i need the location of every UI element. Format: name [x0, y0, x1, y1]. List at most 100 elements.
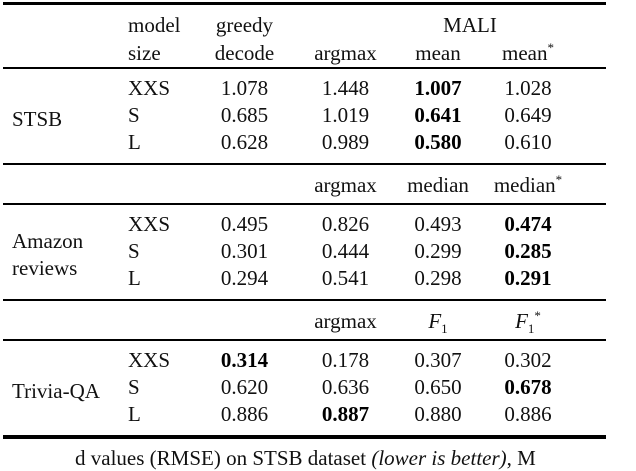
value-cell: 0.294 [220, 266, 269, 290]
subheader-median-label: median [393, 163, 483, 205]
value-cell: 0.610 [504, 130, 552, 154]
table-row: Trivia-QA XXS 0.314 0.178 0.307 0.302 [3, 340, 606, 403]
empty-cell [573, 204, 606, 300]
value-cell: 0.299 [414, 239, 462, 263]
value-cell: 0.636 [321, 375, 370, 399]
value-cell: 0.886 [220, 402, 269, 426]
table-row: L 0.628 0.989 0.580 0.610 [3, 129, 606, 164]
header-mean-star: mean* [483, 40, 574, 69]
table-row: L 0.294 0.541 0.298 0.291 [3, 265, 606, 300]
subheader-median-star: median* [483, 163, 574, 205]
table-row: L 0.886 0.887 0.880 0.886 [3, 401, 606, 437]
table-row: STSB XXS 1.078 1.448 1.007 1.028 [3, 68, 606, 131]
subheader-row: argmax F1 F1* [3, 299, 607, 341]
header-row-1: model greedy MALI [3, 3, 607, 69]
value-cell: 1.028 [504, 76, 552, 100]
model-size-cell: XXS [128, 348, 171, 372]
header-group-mali: MALI [443, 13, 497, 37]
asterisk-superscript: * [534, 308, 541, 323]
value-cell-best: 0.641 [414, 103, 462, 127]
value-cell: 0.685 [220, 103, 269, 127]
value-cell: 1.019 [321, 103, 370, 127]
model-size-cell: L [128, 130, 141, 154]
f1-subscript: 1 [527, 321, 535, 337]
empty-cell [3, 299, 121, 341]
empty-cell [121, 299, 191, 341]
value-cell-best: 0.580 [414, 130, 462, 154]
section-amazon-reviews: Amazon reviews XXS 0.495 0.826 0.493 0.4… [3, 204, 606, 300]
table-row: S 0.620 0.636 0.650 0.678 [3, 374, 606, 401]
value-cell: 0.301 [220, 239, 269, 263]
subheader-median-star-label: median [493, 173, 556, 197]
empty-cell [573, 163, 607, 205]
value-cell: 0.650 [414, 375, 462, 399]
value-cell: 0.493 [414, 212, 462, 236]
dataset-line: Amazon [12, 229, 84, 253]
model-size-cell: L [128, 266, 141, 290]
model-size-cell: L [128, 402, 141, 426]
empty-cell [573, 3, 607, 69]
subheader-median: argmax median median* [3, 163, 607, 205]
f1-subscript: 1 [441, 321, 448, 337]
model-size-cell: S [128, 103, 140, 127]
header-model: model [128, 13, 181, 37]
value-cell: 0.826 [321, 212, 370, 236]
empty-cell [3, 163, 121, 205]
value-cell: 1.448 [321, 76, 370, 100]
value-cell-best: 0.314 [220, 348, 269, 372]
empty-cell [573, 340, 606, 437]
empty-cell [121, 163, 191, 205]
f1-symbol: F [515, 309, 528, 333]
results-table: model greedy MALI size decode argmax mea… [3, 2, 607, 439]
empty-cell [573, 68, 606, 164]
value-cell: 0.541 [321, 266, 370, 290]
value-cell: 0.307 [414, 348, 462, 372]
table-row: Amazon reviews XXS 0.495 0.826 0.493 0.4… [3, 204, 606, 280]
empty-cell [3, 3, 121, 69]
section-stsb: STSB XXS 1.078 1.448 1.007 1.028 S 0.685… [3, 68, 606, 164]
dataset-label-trivia-qa: Trivia-QA [12, 378, 100, 403]
value-cell: 0.620 [220, 375, 269, 399]
header-decode: decode [191, 40, 298, 69]
table-caption-clipped: d values (RMSE) on STSB dataset (lower i… [75, 446, 536, 471]
caption-text: d values (RMSE) on STSB dataset [75, 446, 372, 470]
model-size-cell: S [128, 375, 140, 399]
empty-cell [298, 4, 393, 41]
subheader-f1-label: F1 [393, 299, 483, 341]
table-header: model greedy MALI size decode argmax mea… [3, 3, 607, 69]
value-cell: 0.649 [504, 103, 552, 127]
empty-cell [191, 299, 298, 341]
subheader-f1: argmax F1 F1* [3, 299, 607, 341]
empty-cell [573, 299, 607, 341]
asterisk-superscript: * [547, 40, 555, 55]
value-cell: 0.302 [504, 348, 552, 372]
header-argmax: argmax [298, 40, 393, 69]
caption-text: , M [506, 446, 536, 470]
header-mean-star-label: mean [502, 41, 548, 65]
value-cell: 0.444 [321, 239, 370, 263]
value-cell: 0.178 [321, 348, 370, 372]
value-cell-best: 1.007 [414, 76, 462, 100]
value-cell: 0.989 [321, 130, 370, 154]
table-row: S 0.685 1.019 0.641 0.649 [3, 102, 606, 129]
value-cell: 0.495 [220, 212, 269, 236]
subheader-row: argmax median median* [3, 163, 607, 205]
value-cell: 0.298 [414, 266, 462, 290]
dataset-label-stsb: STSB [12, 106, 63, 131]
asterisk-superscript: * [555, 172, 563, 187]
dataset-line: reviews [12, 256, 78, 280]
dataset-label-amazon-reviews: Amazon reviews [3, 204, 121, 300]
subheader-argmax: argmax [298, 163, 393, 205]
caption-italic-text: (lower is better) [371, 446, 507, 470]
f1-symbol: F [428, 309, 442, 333]
section-trivia-qa: Trivia-QA XXS 0.314 0.178 0.307 0.302 S … [3, 340, 606, 437]
value-cell-best: 0.678 [504, 375, 552, 399]
header-size: size [121, 40, 191, 69]
table-row: S 0.301 0.444 0.299 0.285 [3, 238, 606, 265]
value-cell-best: 0.285 [504, 239, 552, 263]
value-cell: 0.886 [504, 402, 552, 426]
value-cell-best: 0.887 [321, 402, 370, 426]
value-cell: 0.628 [220, 130, 269, 154]
header-row-2: size decode argmax mean mean* [3, 40, 606, 69]
model-size-cell: XXS [128, 212, 171, 236]
